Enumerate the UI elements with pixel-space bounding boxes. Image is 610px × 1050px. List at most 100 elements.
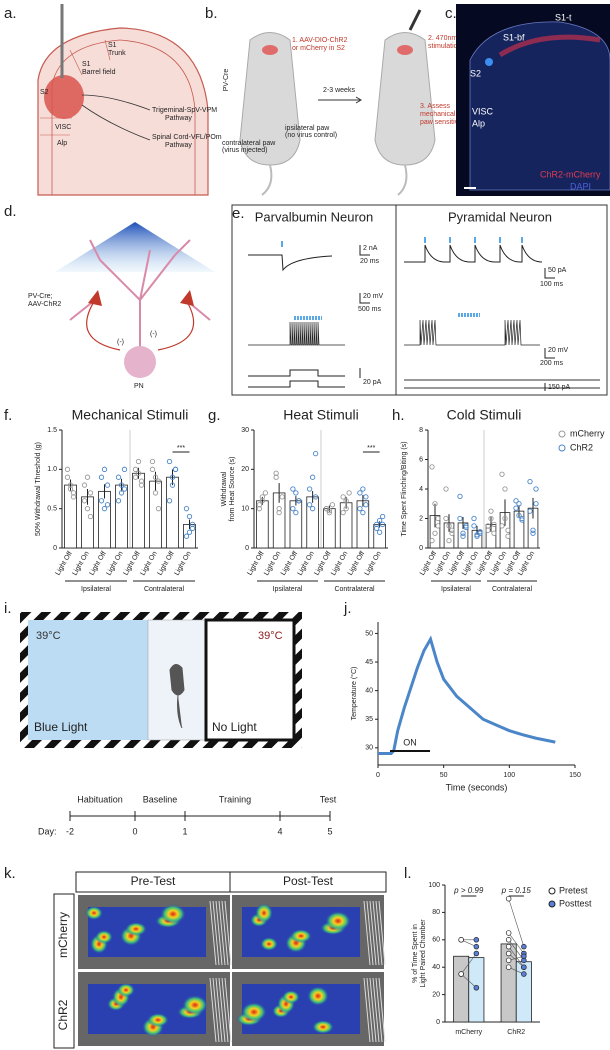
data-point [306, 486, 313, 492]
step: 3. Assess [420, 103, 450, 110]
label: ChR2-mCherry [540, 169, 601, 179]
data-point [491, 530, 497, 536]
pair-line [461, 939, 477, 947]
label: Alp [472, 118, 485, 128]
data-point [259, 494, 266, 500]
p-value: p > 0.99 [453, 886, 484, 895]
data-point [256, 506, 263, 512]
label: S1 [82, 61, 91, 68]
data-point [312, 450, 319, 457]
data-point [279, 494, 285, 500]
data-point [473, 950, 480, 957]
data-point [457, 515, 463, 522]
data-point [70, 490, 77, 496]
data-point [273, 474, 279, 480]
data-point [363, 502, 369, 508]
arena-bar [378, 900, 386, 966]
data-point [326, 509, 333, 516]
y-tick-label: 100 [428, 882, 440, 889]
panel-d: d. PV-Cre; AAV-ChR2 (-) (-) PN [4, 203, 215, 390]
trace-title: Parvalbumin Neuron [255, 209, 374, 224]
data-point [155, 506, 162, 512]
data-point [118, 482, 125, 488]
panel-a: a. S2 S1 Barrel field S1 Trunk Trigemina… [4, 4, 222, 196]
arena-bar [363, 900, 371, 966]
column-label: Post-Test [283, 874, 334, 888]
data-point [152, 474, 159, 480]
heat-blob [160, 904, 186, 924]
arena-bar [218, 900, 226, 966]
bar [289, 500, 303, 549]
label: Pathway [165, 115, 192, 122]
y-tick-label: 0 [436, 1019, 440, 1026]
x-tick-label: 0 [376, 772, 380, 779]
area-borders [40, 39, 111, 136]
scale-label: 20 ms [360, 258, 380, 265]
data-point [530, 527, 536, 533]
panel-label: c. [445, 5, 457, 22]
data-point [513, 498, 519, 504]
data-point [132, 474, 139, 480]
data-point [505, 950, 512, 957]
timeline-ticks [69, 811, 331, 821]
data-point [169, 482, 176, 488]
data-point [457, 493, 463, 500]
data-point [293, 490, 299, 496]
data-point [516, 512, 522, 519]
legend-marker [548, 887, 556, 895]
data-point [81, 498, 88, 504]
pyramidal-neuron [124, 346, 156, 378]
data-point [435, 523, 441, 529]
scale-label: 100 ms [540, 281, 563, 288]
bar [98, 490, 111, 549]
data-point [477, 529, 483, 535]
data-point [505, 957, 512, 964]
stimulation-site [397, 45, 413, 55]
row-label: ChR2 [56, 999, 70, 1030]
data-point [121, 466, 128, 472]
data-point [429, 464, 435, 470]
data-point [259, 498, 266, 504]
data-point [189, 521, 196, 528]
pv-neuron [180, 290, 194, 306]
data-point [149, 466, 156, 472]
data-point [309, 506, 316, 512]
dark-chamber [204, 618, 296, 742]
y-tick-label: 0 [419, 545, 423, 552]
phase: Test [320, 794, 337, 804]
bar [515, 961, 532, 1023]
scale-label: 20 mV [363, 293, 384, 300]
condition: Blue Light [34, 720, 88, 734]
data-point [460, 530, 466, 536]
arena-bar [218, 977, 226, 1043]
condition: No Light [212, 720, 257, 734]
p-value: p = 0.15 [501, 886, 532, 895]
chart-title: Heat Stimuli [283, 407, 358, 423]
group-label: Ipsilateral [81, 586, 111, 593]
data-point [293, 509, 299, 516]
light-cone [55, 222, 215, 272]
step: paw sensitivity [420, 119, 466, 126]
mouse-tail [397, 164, 408, 196]
data-point [329, 502, 336, 508]
data-point [363, 494, 369, 500]
data-point [360, 509, 366, 516]
data-point [186, 513, 193, 520]
data-point [376, 517, 383, 524]
bar [339, 502, 353, 549]
data-point [115, 498, 122, 504]
trace-title: Pyramidal Neuron [448, 209, 552, 224]
blue-chamber [28, 620, 148, 740]
column-label: Pre-Test [131, 874, 176, 888]
data-point [306, 502, 313, 508]
scale-bars [359, 245, 370, 378]
bar [166, 476, 179, 549]
data-point [323, 506, 330, 512]
heat-blob [255, 903, 273, 923]
data-point [458, 971, 464, 977]
day: 4 [277, 826, 282, 836]
data-point [502, 515, 508, 522]
panel-label: i. [4, 600, 12, 617]
bar [373, 524, 386, 549]
data-point [84, 506, 91, 512]
